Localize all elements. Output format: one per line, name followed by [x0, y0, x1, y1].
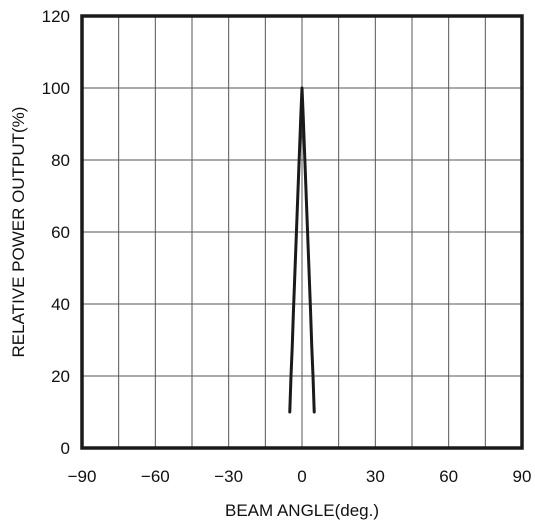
y-axis: 0 20 40 60 80 100 120	[42, 7, 70, 458]
x-axis-label: BEAM ANGLE(deg.)	[225, 501, 379, 520]
x-tick-label: −90	[68, 467, 97, 486]
y-tick-label: 120	[42, 7, 70, 26]
x-tick-label: −30	[214, 467, 243, 486]
y-tick-label: 80	[51, 151, 70, 170]
x-tick-label: 60	[439, 467, 458, 486]
x-tick-label: 0	[297, 467, 306, 486]
x-axis: −90 −60 −30 0 30 60 90	[68, 467, 532, 486]
y-tick-label: 0	[61, 439, 70, 458]
series-line	[288, 86, 316, 414]
y-tick-label: 60	[51, 223, 70, 242]
series-layer	[288, 86, 316, 414]
y-tick-label: 40	[51, 295, 70, 314]
grid	[82, 16, 522, 448]
plot-frame	[80, 14, 524, 450]
y-axis-label: RELATIVE POWER OUTPUT(%)	[9, 107, 28, 358]
x-tick-label: 90	[513, 467, 532, 486]
y-tick-label: 100	[42, 79, 70, 98]
x-tick-label: −60	[141, 467, 170, 486]
x-tick-label: 30	[366, 467, 385, 486]
y-tick-label: 20	[51, 367, 70, 386]
